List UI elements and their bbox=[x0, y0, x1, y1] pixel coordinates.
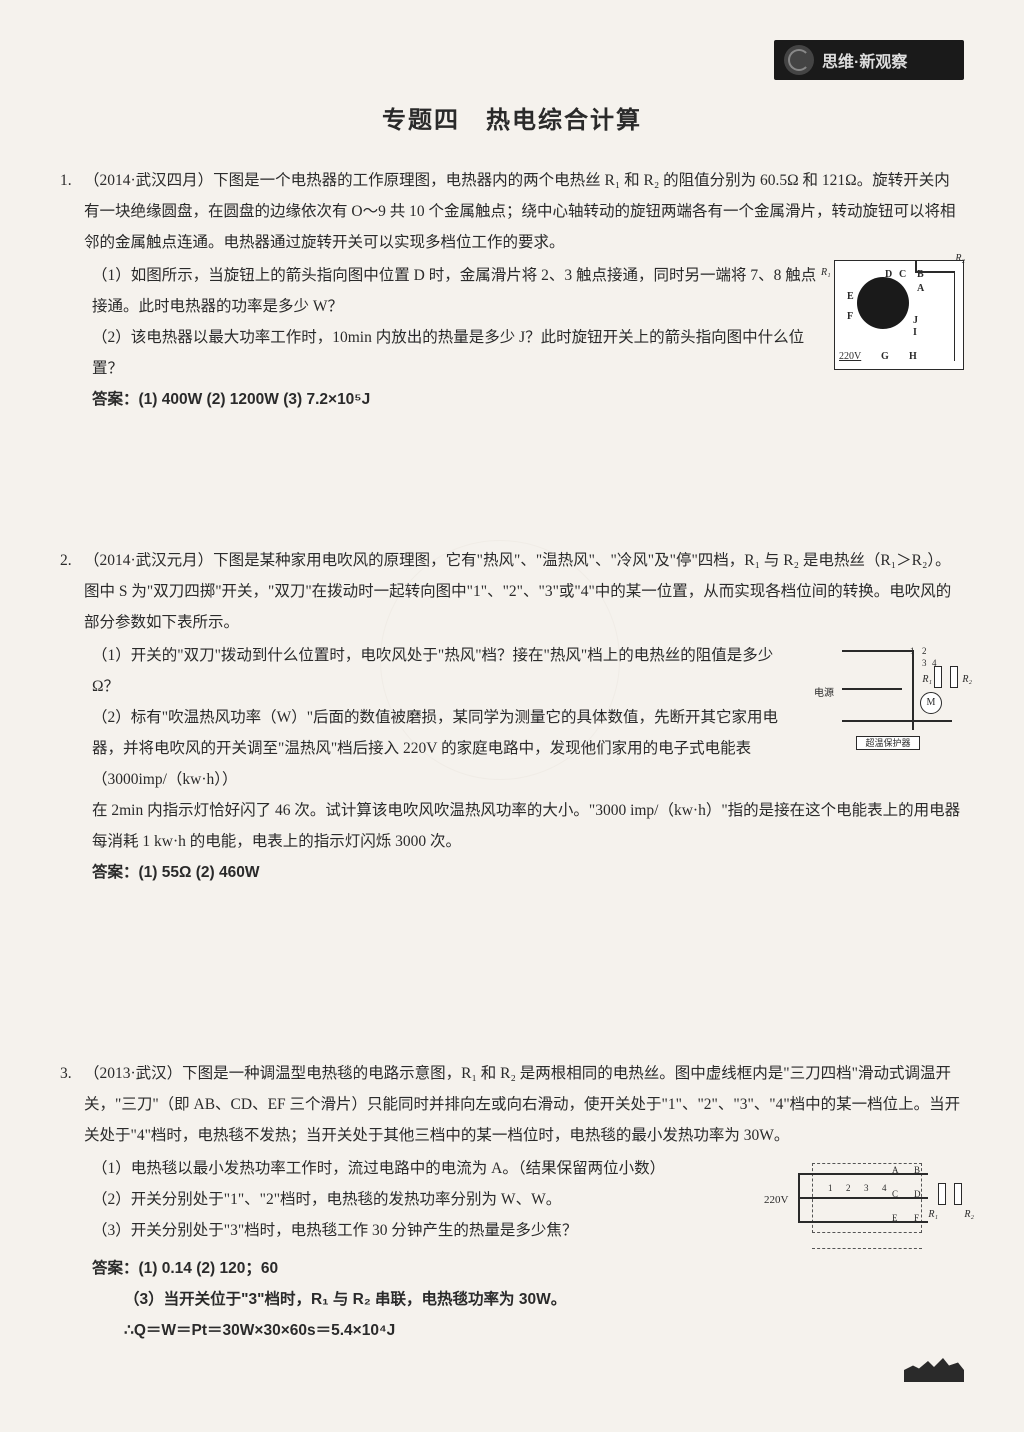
q1-letter-f: F bbox=[847, 307, 853, 327]
q3-r2-box bbox=[954, 1183, 962, 1205]
page-title: 专题四 热电综合计算 bbox=[60, 100, 964, 135]
q1-letter-c: C bbox=[899, 265, 906, 285]
q1-intro-text: 下图是一个电热器的工作原理图，电热器内的两个电热丝 R₁ 和 R₂ 的阻值分别为… bbox=[84, 172, 955, 251]
q1-voltage: 220V bbox=[839, 347, 861, 367]
q3-intro: （2013·武汉）下图是一种调温型电热毯的电路示意图，R₁ 和 R₂ 是两根相同… bbox=[84, 1058, 964, 1151]
q2-r2-label: R₂ bbox=[962, 670, 972, 690]
q1-figure: R₁ R₂ D C B A E J I F G H 220V bbox=[834, 260, 964, 370]
q3-source: （2013·武汉） bbox=[84, 1065, 182, 1082]
q1-r1-label: R₁ bbox=[821, 263, 831, 283]
q2-source: （2014·武汉元月） bbox=[84, 552, 213, 569]
q1-letter-i: I bbox=[913, 323, 917, 343]
q1-intro: （2014·武汉四月）下图是一个电热器的工作原理图，电热器内的两个电热丝 R₁ … bbox=[84, 165, 964, 258]
swirl-icon bbox=[784, 45, 814, 75]
q1-letter-h: H bbox=[909, 347, 917, 367]
q3-answer-sub1: （3）当开关位于"3"档时，R₁ 与 R₂ 串联，电热毯功率为 30W。 bbox=[60, 1284, 964, 1315]
q1-letter-e: E bbox=[847, 287, 854, 307]
q2-intro: （2014·武汉元月）下图是某种家用电吹风的原理图，它有"热风"、"温热风"、"… bbox=[84, 545, 964, 638]
q1-number: 1. bbox=[60, 165, 84, 196]
q3-n2: 2 bbox=[846, 1179, 851, 1197]
question-2: 2. （2014·武汉元月）下图是某种家用电吹风的原理图，它有"热风"、"温热风… bbox=[60, 545, 964, 888]
q3-d: D bbox=[914, 1185, 921, 1203]
q3-answer: 答案：(1) 0.14 (2) 120；60 bbox=[60, 1253, 964, 1284]
q3-voltage: 220V bbox=[764, 1189, 788, 1211]
q2-source-label: 电源 bbox=[814, 684, 834, 704]
q2-figure: 电源 M R₁ R₂ 1 2 3 4 超温保护器 bbox=[814, 640, 964, 750]
q2-intro-text: 下图是某种家用电吹风的原理图，它有"热风"、"温热风"、"冷风"及"停"四档，R… bbox=[84, 552, 951, 631]
q3-n4: 4 bbox=[882, 1179, 887, 1197]
q2-n4: 4 bbox=[932, 654, 937, 672]
q3-figure: 220V A B C D E F 1 2 3 4 R₁ R₂ bbox=[764, 1153, 964, 1253]
q3-r1-box bbox=[938, 1183, 946, 1205]
q1-letter-g: G bbox=[881, 347, 889, 367]
q3-f: F bbox=[914, 1209, 919, 1227]
q2-sub1: （1）开关的"双刀"拨动到什么位置时，电吹风处于"热风"档？接在"热风"档上的电… bbox=[60, 640, 802, 702]
protector-label: 超温保护器 bbox=[856, 736, 920, 750]
q3-r1-label: R₁ bbox=[928, 1205, 938, 1225]
q2-sub2: （2）标有"吹温热风功率（W）"后面的数值被磨损，某同学为测量它的具体数值，先断… bbox=[60, 702, 802, 795]
q1-letter-a: A bbox=[917, 279, 924, 299]
q2-answer: 答案：(1) 55Ω (2) 460W bbox=[60, 857, 964, 888]
q3-c: C bbox=[892, 1185, 898, 1203]
q2-continuation: 在 2min 内指示灯恰好闪了 46 次。试计算该电吹风吹温热风功率的大小。"3… bbox=[60, 795, 964, 857]
q2-n1: 1 bbox=[910, 642, 915, 660]
badge-text: 思维·新观察 bbox=[822, 48, 907, 72]
q3-b: B bbox=[914, 1161, 920, 1179]
q3-number: 3. bbox=[60, 1058, 84, 1089]
q2-n3: 3 bbox=[922, 654, 927, 672]
header-badge: 思维·新观察 bbox=[774, 40, 964, 80]
q2-r1-label: R₁ bbox=[922, 670, 932, 690]
footer-logo-icon bbox=[904, 1352, 964, 1382]
q3-answer-sub2: ∴Q＝W＝Pt＝30W×30×60s＝5.4×10⁴J bbox=[60, 1315, 964, 1346]
q3-n1: 1 bbox=[828, 1179, 833, 1197]
q2-motor-label: M bbox=[927, 693, 936, 713]
q1-r2-label: R₂ bbox=[955, 249, 965, 269]
q1-source: （2014·武汉四月） bbox=[84, 172, 213, 189]
motor-icon: M bbox=[920, 692, 942, 714]
q3-e: E bbox=[892, 1209, 898, 1227]
q1-letter-d: D bbox=[885, 265, 892, 285]
q2-number: 2. bbox=[60, 545, 84, 576]
q3-r2-label: R₂ bbox=[964, 1205, 974, 1225]
q3-sub3: （3）开关分别处于"3"档时，电热毯工作 30 分钟产生的热量是多少焦？ bbox=[60, 1215, 752, 1246]
q1-answer: 答案：(1) 400W (2) 1200W (3) 7.2×10⁵J bbox=[60, 384, 822, 415]
q3-sub2: （2）开关分别处于"1"、"2"档时，电热毯的发热功率分别为 W、W。 bbox=[60, 1184, 752, 1215]
q2-r2-box bbox=[950, 666, 958, 688]
q3-a: A bbox=[892, 1161, 899, 1179]
q3-intro-text: 下图是一种调温型电热毯的电路示意图，R₁ 和 R₂ 是两根相同的电热丝。图中虚线… bbox=[84, 1065, 960, 1144]
q1-sub2: （2）该电热器以最大功率工作时，10min 内放出的热量是多少 J？此时旋钮开关… bbox=[60, 322, 822, 384]
q3-sub1: （1）电热毯以最小发热功率工作时，流过电路中的电流为 A。（结果保留两位小数） bbox=[60, 1153, 752, 1184]
question-1: 1. （2014·武汉四月）下图是一个电热器的工作原理图，电热器内的两个电热丝 … bbox=[60, 165, 964, 415]
q1-sub1: （1）如图所示，当旋钮上的箭头指向图中位置 D 时，金属滑片将 2、3 触点接通… bbox=[60, 260, 822, 322]
q3-n3: 3 bbox=[864, 1179, 869, 1197]
question-3: 3. （2013·武汉）下图是一种调温型电热毯的电路示意图，R₁ 和 R₂ 是两… bbox=[60, 1058, 964, 1346]
